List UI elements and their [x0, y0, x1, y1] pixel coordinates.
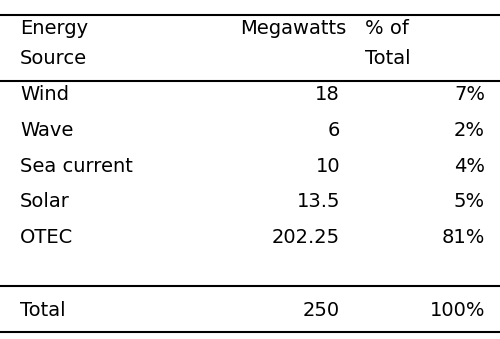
Text: 5%: 5%: [454, 192, 485, 211]
Text: OTEC: OTEC: [20, 228, 73, 247]
Text: Sea current: Sea current: [20, 157, 133, 176]
Text: Megawatts: Megawatts: [240, 19, 346, 38]
Text: 250: 250: [303, 301, 340, 320]
Text: 7%: 7%: [454, 85, 485, 104]
Text: 202.25: 202.25: [272, 228, 340, 247]
Text: 18: 18: [316, 85, 340, 104]
Text: 100%: 100%: [430, 301, 485, 320]
Text: Wind: Wind: [20, 85, 69, 104]
Text: 81%: 81%: [442, 228, 485, 247]
Text: Energy: Energy: [20, 19, 88, 38]
Text: Total: Total: [365, 49, 410, 68]
Text: Solar: Solar: [20, 192, 70, 211]
Text: % of: % of: [365, 19, 409, 38]
Text: 13.5: 13.5: [296, 192, 340, 211]
Text: Wave: Wave: [20, 121, 74, 140]
Text: Total: Total: [20, 301, 66, 320]
Text: Source: Source: [20, 49, 87, 68]
Text: 4%: 4%: [454, 157, 485, 176]
Text: 2%: 2%: [454, 121, 485, 140]
Text: 6: 6: [328, 121, 340, 140]
Text: 10: 10: [316, 157, 340, 176]
